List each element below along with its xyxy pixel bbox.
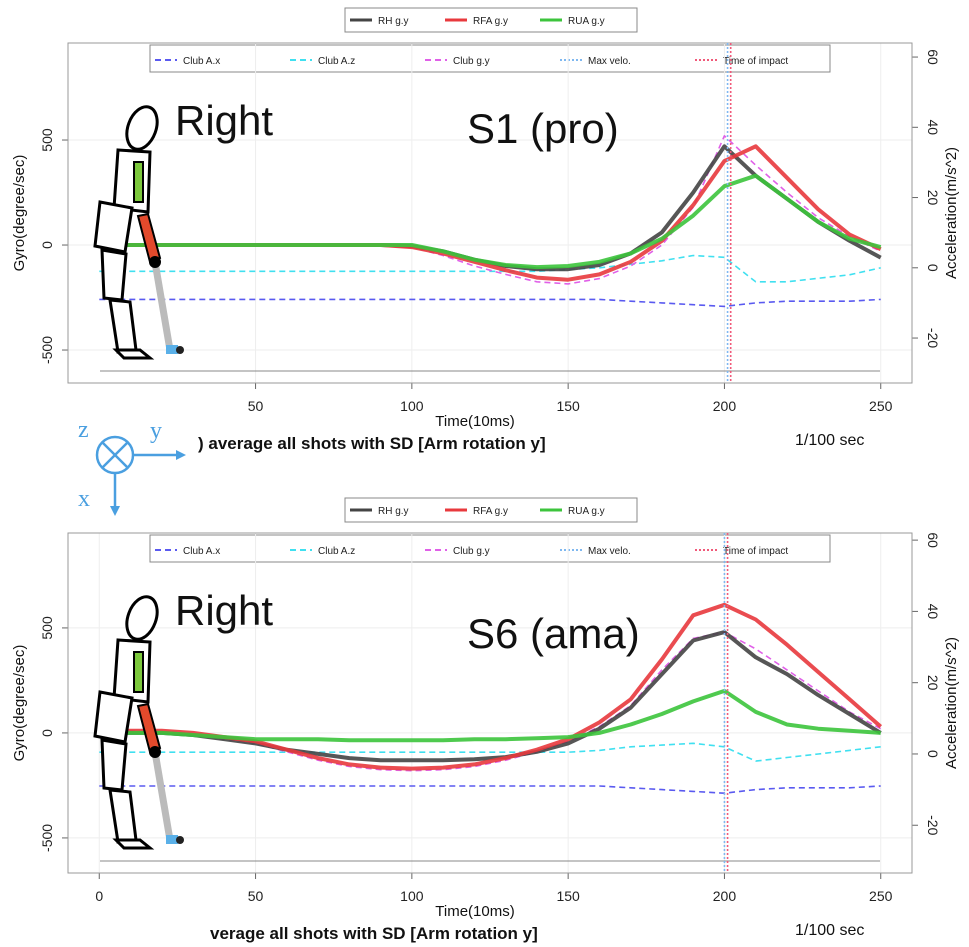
x-tick-label: 250 [869, 398, 893, 414]
legend-label: Time of impact [723, 56, 788, 67]
x-tick-label: 50 [248, 888, 264, 904]
subject-label: S1 (pro) [467, 105, 619, 152]
unit-note: 1/100 sec [795, 432, 864, 449]
legend-label: RUA g.y [568, 506, 605, 517]
icon-label: x [78, 486, 90, 512]
y-axis-label: Gyro(degree/sec) [11, 645, 28, 762]
legend-box [149, 534, 831, 563]
x-tick-label: 50 [248, 398, 264, 414]
stick-figure [95, 593, 184, 848]
unit-note: 1/100 sec [795, 922, 864, 939]
x-tick-label: 0 [95, 888, 103, 904]
legend-label: RFA g.y [473, 16, 508, 27]
plot-frame [67, 532, 913, 874]
y2-tick-label: 40 [925, 120, 941, 136]
x-tick-label: 200 [713, 888, 737, 904]
plot-frame [67, 42, 913, 384]
charts: RH g.y RFA g.y RUA g.y Club A.x Club A.z Club… [11, 7, 960, 943]
icon-arrowhead [110, 506, 120, 516]
legend-label: Club A.x [183, 56, 220, 67]
y2-axis-label: Acceleration(m/s^2) [943, 147, 960, 279]
legend-label: RFA g.y [473, 506, 508, 517]
legend-label: Max velo. [588, 56, 631, 67]
side-label: Right [175, 587, 273, 634]
icon-label: y [150, 418, 162, 444]
icon-label: z [78, 417, 89, 443]
x-tick-label: 150 [556, 888, 580, 904]
club-line [99, 785, 881, 794]
y-tick-label: 500 [39, 128, 55, 152]
gyro-line [99, 688, 881, 743]
gyro-line [99, 630, 882, 763]
legend-label: Time of impact [723, 546, 788, 557]
legend-label: Club A.z [318, 56, 355, 67]
x-tick-label: 100 [400, 888, 424, 904]
x-tick-label: 250 [869, 888, 893, 904]
x-axis-label: Time(10ms) [435, 903, 514, 920]
x-tick-label: 100 [400, 398, 424, 414]
side-label: Right [175, 97, 273, 144]
y-tick-label: -500 [39, 824, 55, 852]
y-tick-label: 500 [39, 616, 55, 640]
legend-label: RH g.y [378, 16, 409, 27]
y-axis-label: Gyro(degree/sec) [11, 155, 28, 272]
y2-tick-label: 60 [925, 49, 941, 65]
x-axis-label: Time(10ms) [435, 413, 514, 430]
legend-label: RUA g.y [568, 16, 605, 27]
legend-label: Club A.x [183, 546, 220, 557]
caption: ) average all shots with SD [Arm rotatio… [198, 434, 546, 453]
y-tick-label: 0 [39, 729, 55, 737]
gyro-line [99, 144, 882, 282]
legend-label: Club g.y [453, 546, 490, 557]
axes-icon: z y x [78, 417, 186, 516]
legend-box [344, 497, 638, 523]
y2-tick-label: 0 [925, 264, 941, 272]
caption: verage all shots with SD [Arm rotation y… [210, 924, 538, 943]
subject-label: S6 (ama) [467, 610, 640, 657]
y-tick-label: 0 [39, 241, 55, 249]
gyro-line [99, 173, 882, 270]
y2-axis-label: Acceleration(m/s^2) [943, 637, 960, 769]
legend-label: Club A.z [318, 546, 355, 557]
club-line [99, 742, 881, 762]
club-line [99, 298, 881, 308]
y2-tick-label: 0 [925, 750, 941, 758]
y2-tick-label: 40 [925, 604, 941, 620]
y-tick-label: -500 [39, 336, 55, 364]
x-tick-label: 150 [556, 398, 580, 414]
y2-tick-label: 20 [925, 190, 941, 206]
legend-box [149, 44, 831, 73]
icon-cross [102, 442, 128, 468]
icon-arrowhead [176, 450, 186, 460]
chart: RH g.y RFA g.y RUA g.y Club A.x Club A.z Club… [11, 497, 960, 943]
legend-label: Club g.y [453, 56, 490, 67]
y2-tick-label: -20 [925, 328, 941, 348]
y2-tick-label: -20 [925, 815, 941, 835]
gyro-line [99, 144, 882, 272]
legend-box [344, 7, 638, 33]
y2-tick-label: 60 [925, 532, 941, 548]
legend-label: Max velo. [588, 546, 631, 557]
x-tick-label: 200 [713, 398, 737, 414]
y2-tick-label: 20 [925, 675, 941, 691]
stick-figure [95, 103, 184, 358]
club-line [99, 254, 881, 283]
chart: RH g.y RFA g.y RUA g.y Club A.x Club A.z Club… [11, 7, 960, 453]
legend-label: RH g.y [378, 506, 409, 517]
